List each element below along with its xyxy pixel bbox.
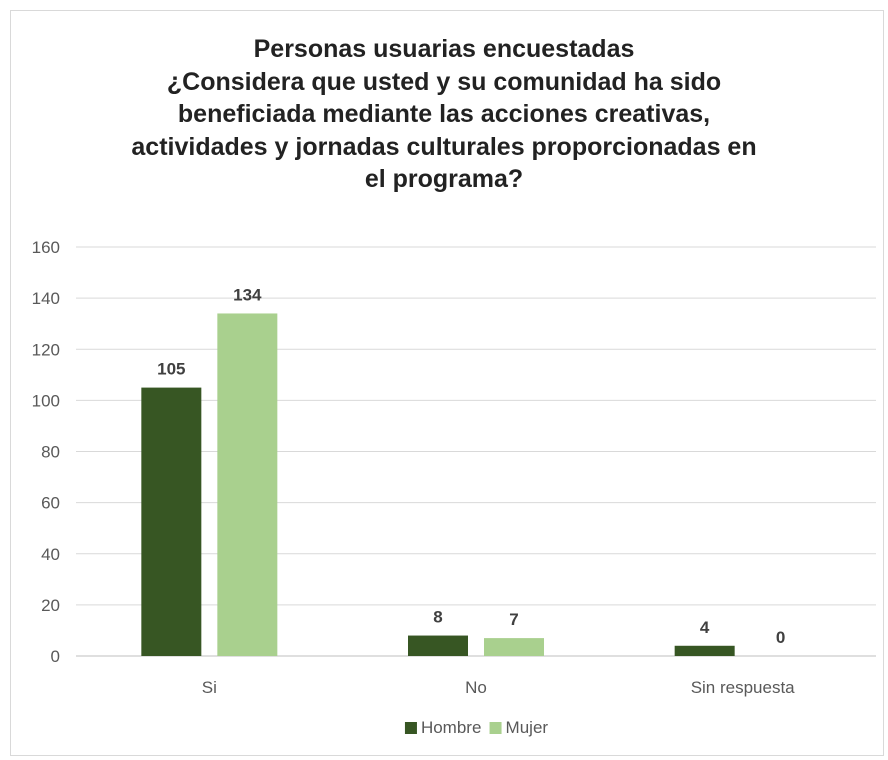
x-category-label: Sin respuesta — [691, 678, 795, 697]
x-category-label: No — [465, 678, 487, 697]
legend-swatch-hombre — [404, 722, 417, 734]
data-label: 105 — [157, 360, 185, 379]
chart-title-line-1: Personas usuarias encuestadas — [253, 35, 635, 63]
y-tick-label: 120 — [32, 340, 60, 359]
y-tick-label: 20 — [41, 596, 60, 615]
gridlines — [76, 246, 876, 657]
y-tick-label: 80 — [41, 443, 60, 462]
y-tick-label: 100 — [32, 391, 60, 410]
bar-hombre-0[interactable] — [141, 387, 202, 656]
legend-label-hombre[interactable]: Hombre — [421, 718, 481, 737]
bar-mujer-1[interactable] — [484, 638, 544, 656]
chart-title-line-2: ¿Considera que usted y su comunidad ha s… — [166, 67, 722, 96]
data-labels: 105 134 8 7 4 0 — [157, 285, 785, 647]
bar-hombre-2[interactable] — [674, 645, 735, 656]
y-axis: 0 20 40 60 80 100 120 140 160 — [32, 238, 60, 666]
chart-title-line-3: beneficiada mediante las acciones creati… — [177, 100, 711, 128]
data-label: 134 — [233, 285, 262, 304]
y-tick-label: 0 — [51, 647, 60, 666]
chart-title-line-4: actividades y jornadas culturales propor… — [131, 132, 757, 161]
y-tick-label: 160 — [32, 238, 60, 257]
y-tick-label: 60 — [41, 494, 60, 513]
x-axis: Si No Sin respuesta — [202, 678, 795, 697]
chart-title-line-5: el programa? — [364, 165, 524, 193]
data-label: 0 — [776, 628, 785, 647]
legend-label-mujer[interactable]: Mujer — [506, 718, 549, 737]
y-tick-label: 40 — [41, 545, 60, 564]
data-label: 8 — [433, 608, 442, 627]
data-label: 4 — [700, 618, 710, 637]
bars — [141, 313, 735, 656]
x-category-label: Si — [202, 678, 217, 697]
bar-hombre-1[interactable] — [408, 635, 468, 656]
data-label: 7 — [509, 610, 518, 629]
chart-title: Personas usuarias encuestadas ¿Considera… — [0, 33, 888, 196]
y-tick-label: 140 — [32, 289, 60, 308]
legend-swatch-mujer — [489, 722, 502, 734]
bar-mujer-0[interactable] — [217, 313, 278, 656]
legend[interactable]: Hombre Mujer — [404, 718, 549, 737]
